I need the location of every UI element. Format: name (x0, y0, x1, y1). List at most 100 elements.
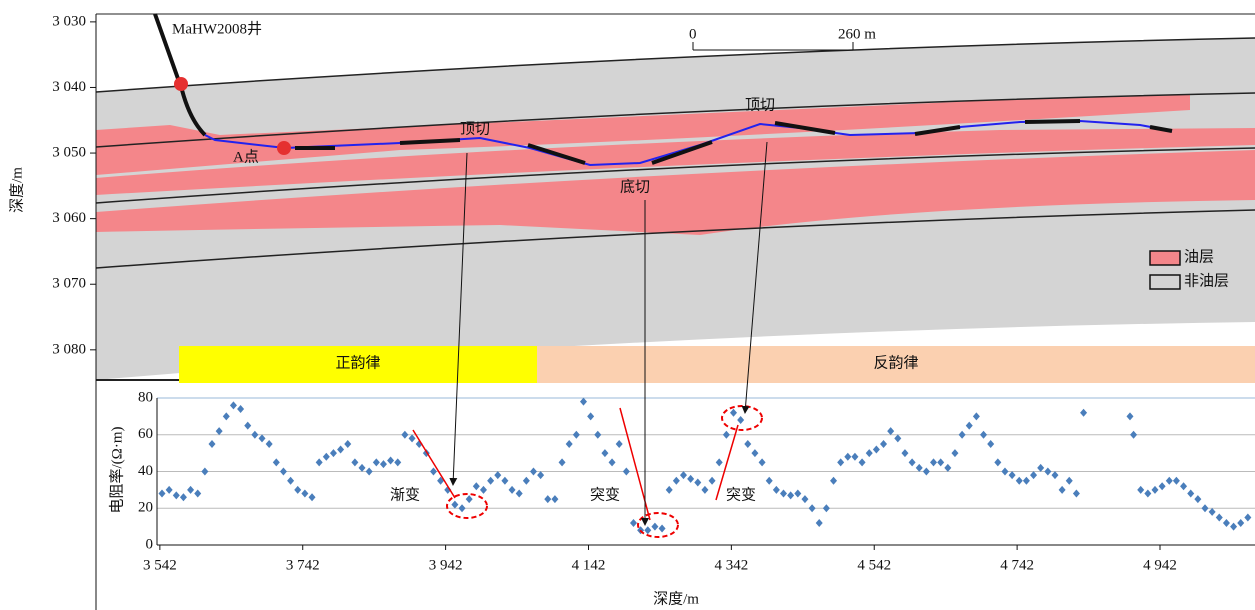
data-point (516, 490, 523, 498)
data-point (1173, 477, 1180, 485)
data-point (480, 486, 487, 494)
data-point (466, 495, 473, 503)
data-point (1126, 412, 1133, 420)
zone-label: 反韵律 (873, 354, 918, 371)
data-point (180, 493, 187, 501)
annotation: 突变 (726, 486, 756, 503)
legend-label: 非油层 (1184, 272, 1229, 289)
data-point (751, 449, 758, 457)
legend-label: 油层 (1184, 248, 1214, 265)
x-tick-label: 3 942 (429, 557, 463, 573)
data-point (666, 486, 673, 494)
data-point (1130, 431, 1137, 439)
data-point (373, 458, 380, 466)
data-point (851, 453, 858, 461)
annotation: 顶切 (460, 121, 490, 137)
data-point (473, 482, 480, 490)
data-point (1144, 490, 1151, 498)
annotation: 底切 (620, 178, 650, 195)
data-point (573, 431, 580, 439)
data-point (259, 434, 266, 442)
data-point (916, 464, 923, 472)
data-point (909, 458, 916, 466)
data-point (894, 434, 901, 442)
data-point (701, 486, 708, 494)
data-point (994, 458, 1001, 466)
data-point (1230, 523, 1237, 531)
data-point (630, 519, 637, 527)
point-marker (277, 141, 291, 155)
data-point (944, 464, 951, 472)
data-point (823, 504, 830, 512)
data-point (601, 449, 608, 457)
data-point (309, 493, 316, 501)
data-point (344, 440, 351, 448)
data-point (159, 490, 166, 498)
data-point (223, 412, 230, 420)
well-marker (174, 77, 188, 91)
data-point (544, 495, 551, 503)
scale-label: 260 m (838, 26, 876, 42)
data-point (1244, 513, 1251, 521)
data-point (973, 412, 980, 420)
data-point (166, 486, 173, 494)
data-point (237, 405, 244, 413)
data-point (323, 453, 330, 461)
well-label: MaHW2008井 (172, 20, 262, 37)
data-point (201, 468, 208, 476)
data-point (659, 524, 666, 532)
data-point (394, 458, 401, 466)
legend-swatch (1150, 251, 1180, 265)
data-point (173, 491, 180, 499)
data-point (266, 440, 273, 448)
data-point (1009, 471, 1016, 479)
data-point (873, 445, 880, 453)
data-point (301, 490, 308, 498)
data-point (1037, 464, 1044, 472)
y-tick-label: 40 (138, 463, 153, 479)
data-point (716, 458, 723, 466)
y-tick-label: 3 080 (52, 341, 86, 357)
data-point (209, 440, 216, 448)
data-point (1023, 477, 1030, 485)
data-point (744, 440, 751, 448)
y-tick-label: 0 (146, 536, 154, 552)
data-point (1201, 504, 1208, 512)
data-point (1159, 482, 1166, 490)
legend-swatch (1150, 275, 1180, 289)
data-point (1044, 468, 1051, 476)
x-tick-label: 4 142 (572, 557, 606, 573)
data-point (1194, 495, 1201, 503)
data-point (1209, 508, 1216, 516)
data-point (723, 431, 730, 439)
y-tick-label: 3 040 (52, 79, 86, 95)
data-point (1016, 477, 1023, 485)
data-point (294, 486, 301, 494)
data-point (759, 458, 766, 466)
data-point (887, 427, 894, 435)
data-point (351, 458, 358, 466)
annotation: 突变 (590, 486, 620, 503)
data-point (1001, 468, 1008, 476)
y-axis-title: 电阻率/(Ω·m) (108, 427, 125, 514)
data-point (451, 501, 458, 509)
data-point (216, 427, 223, 435)
section (96, 14, 1255, 380)
data-point (380, 460, 387, 468)
data-point (1180, 482, 1187, 490)
data-point (337, 445, 344, 453)
data-point (409, 434, 416, 442)
data-point (737, 416, 744, 424)
data-point (794, 490, 801, 498)
data-point (537, 471, 544, 479)
data-point (501, 477, 508, 485)
data-point (273, 458, 280, 466)
data-point (616, 440, 623, 448)
y-tick-label: 3 070 (52, 276, 86, 292)
data-point (830, 477, 837, 485)
y-tick-label: 80 (138, 389, 153, 405)
data-point (359, 464, 366, 472)
annotation: 渐变 (390, 486, 420, 503)
data-point (580, 398, 587, 406)
data-point (644, 526, 651, 534)
